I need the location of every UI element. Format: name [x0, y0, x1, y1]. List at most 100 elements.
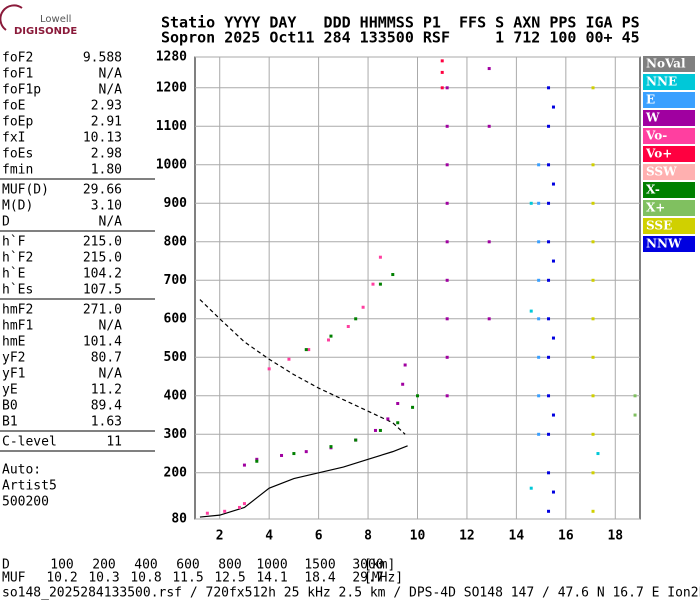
y-tick-label: 500 — [164, 350, 188, 365]
echo-point — [551, 490, 555, 494]
param-name: M(D) — [2, 199, 33, 214]
legend-swatch — [643, 110, 695, 126]
header-line1: Statio YYYY DAY DDD HHMMSS P1 FFS S AXN … — [161, 14, 640, 32]
echo-point — [391, 273, 395, 277]
echo-point — [487, 240, 491, 244]
echo-point — [223, 509, 227, 513]
param-name: foF1 — [2, 67, 33, 82]
echo-point — [547, 240, 551, 244]
legend-label: NNE — [646, 75, 677, 89]
echo-point — [445, 240, 449, 244]
param-name: foF2 — [2, 51, 33, 66]
param-name: MUF(D) — [2, 183, 49, 198]
echo-point — [551, 182, 555, 186]
legend-swatch — [643, 92, 695, 108]
echo-point — [354, 317, 358, 321]
param-name: yF2 — [2, 351, 25, 366]
echo-point — [401, 382, 405, 386]
legend-label: E — [646, 93, 655, 107]
y-tick-label: 200 — [164, 465, 188, 480]
param-name: C-level — [2, 435, 57, 450]
footer-muf-value: 29.7 — [352, 571, 383, 586]
param-name: B1 — [2, 415, 18, 430]
legend-label: NNW — [646, 237, 682, 251]
param-name: hmE — [2, 335, 25, 350]
param-value: 11.2 — [91, 383, 122, 398]
param-value: 215.0 — [83, 235, 122, 250]
param-name: D — [2, 215, 10, 230]
param-value: 89.4 — [91, 399, 122, 414]
echo-point — [445, 163, 449, 167]
y-tick-label: 900 — [164, 196, 188, 211]
footer-muf-value: 14.1 — [256, 571, 287, 586]
param-name: h`F — [2, 235, 26, 250]
echo-point — [386, 417, 390, 421]
footer-d-value: 1000 — [256, 558, 287, 573]
station-info: 500200 — [2, 495, 49, 510]
echo-point — [529, 309, 533, 313]
param-name: B0 — [2, 399, 18, 414]
y-tick-label: 300 — [164, 427, 188, 442]
echo-point — [371, 282, 375, 286]
echo-point — [551, 413, 555, 417]
footer-d-value: 3000 — [352, 558, 383, 573]
y-tick-label: 800 — [164, 234, 188, 249]
legend-swatch — [643, 164, 695, 180]
legend-swatch — [643, 56, 695, 72]
param-value: 1.63 — [91, 415, 122, 430]
echo-point — [547, 86, 551, 90]
echo-point — [378, 282, 382, 286]
legend-label: Vo+ — [645, 147, 672, 161]
echo-point — [591, 317, 595, 321]
echo-point — [287, 357, 291, 361]
param-name: yF1 — [2, 367, 25, 382]
footer-muf-value: 12.5 — [214, 571, 245, 586]
param-value: 1.80 — [91, 163, 122, 178]
legend-swatch — [643, 74, 695, 90]
echo-point — [547, 163, 551, 167]
echo-point — [547, 317, 551, 321]
echo-point — [633, 413, 637, 417]
footer-file: so148_2025284133500.rsf / 720fx512h 25 k… — [2, 586, 700, 600]
echo-point — [537, 240, 541, 244]
echo-point — [440, 70, 444, 74]
legend-swatch — [643, 236, 695, 252]
echo-point — [537, 278, 541, 282]
echo-point — [591, 86, 595, 90]
x-tick-label: 12 — [459, 529, 475, 544]
echo-point — [267, 367, 271, 371]
echo-point — [537, 163, 541, 167]
param-value: 107.5 — [83, 283, 122, 298]
echo-point — [242, 502, 246, 506]
echo-point — [529, 201, 533, 205]
echo-point — [403, 363, 407, 367]
param-value: 271.0 — [83, 303, 122, 318]
logo-line1: Lowell — [40, 14, 71, 25]
legend-swatch — [643, 200, 695, 216]
footer-muf-value: 10.8 — [130, 571, 161, 586]
echo-point — [411, 405, 415, 409]
footer-muf-value: 18.4 — [304, 571, 335, 586]
echo-point — [238, 505, 241, 509]
echo-point — [440, 86, 444, 90]
legend-swatch — [643, 128, 695, 144]
param-name: foE — [2, 99, 25, 114]
x-tick-label: 18 — [607, 529, 623, 544]
echo-point — [346, 325, 350, 328]
y-tick-label: 1200 — [156, 80, 187, 95]
y-tick-label: 1280 — [156, 50, 187, 65]
y-tick-label: 700 — [164, 273, 188, 288]
echo-point — [255, 459, 259, 463]
echo-point — [591, 432, 595, 436]
param-name: h`F2 — [2, 251, 33, 266]
echo-point — [547, 278, 551, 282]
echo-point — [547, 355, 551, 359]
param-name: foEp — [2, 115, 33, 130]
legend-label: X+ — [646, 201, 665, 215]
echo-point — [547, 471, 551, 475]
y-tick-label: 600 — [164, 311, 188, 326]
echo-point — [487, 317, 491, 321]
profile-line — [199, 299, 406, 435]
logo-arc — [0, 4, 23, 31]
x-tick-label: 4 — [265, 529, 273, 544]
